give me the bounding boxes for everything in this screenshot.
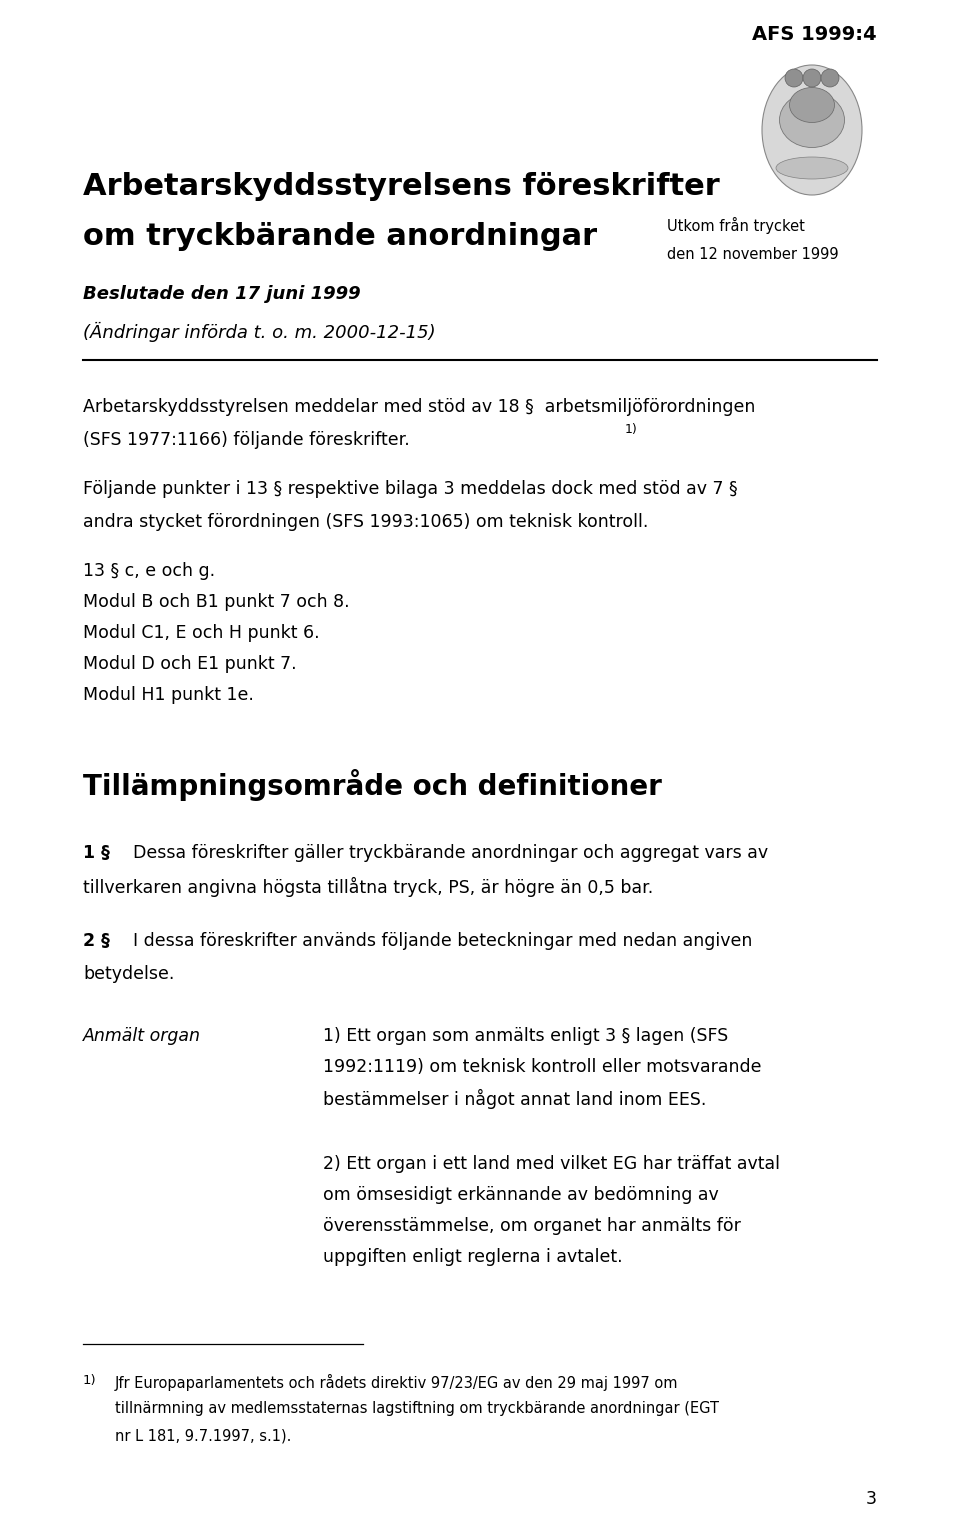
Text: 3: 3	[866, 1490, 877, 1508]
Text: (Ändringar införda t. o. m. 2000-12-15): (Ändringar införda t. o. m. 2000-12-15)	[83, 323, 436, 343]
Text: (SFS 1977:1166) följande föreskrifter.: (SFS 1977:1166) följande föreskrifter.	[83, 432, 410, 449]
Text: Anmält organ: Anmält organ	[83, 1028, 201, 1044]
Text: AFS 1999:4: AFS 1999:4	[753, 25, 877, 45]
Text: Arbetarskyddsstyrelsens föreskrifter: Arbetarskyddsstyrelsens föreskrifter	[83, 172, 720, 201]
Text: tillverkaren angivna högsta tillåtna tryck, PS, är högre än 0,5 bar.: tillverkaren angivna högsta tillåtna try…	[83, 877, 653, 897]
Text: I dessa föreskrifter används följande beteckningar med nedan angiven: I dessa föreskrifter används följande be…	[133, 932, 753, 949]
Text: bestämmelser i något annat land inom EES.: bestämmelser i något annat land inom EES…	[323, 1089, 707, 1109]
Text: 2) Ett organ i ett land med vilket EG har träffat avtal: 2) Ett organ i ett land med vilket EG ha…	[323, 1155, 780, 1174]
Circle shape	[785, 69, 803, 88]
Text: 1 §: 1 §	[83, 843, 109, 862]
Text: andra stycket förordningen (SFS 1993:1065) om teknisk kontroll.: andra stycket förordningen (SFS 1993:106…	[83, 513, 648, 531]
Text: 1): 1)	[625, 422, 637, 436]
Ellipse shape	[776, 157, 848, 180]
Circle shape	[821, 69, 839, 88]
Text: Jfr Europaparlamentets och rådets direktiv 97/23/EG av den 29 maj 1997 om: Jfr Europaparlamentets och rådets direkt…	[115, 1375, 679, 1392]
Text: Utkom från trycket: Utkom från trycket	[667, 217, 804, 233]
Text: 1): 1)	[83, 1375, 97, 1387]
Ellipse shape	[762, 65, 862, 195]
Text: Modul D och E1 punkt 7.: Modul D och E1 punkt 7.	[83, 654, 297, 673]
Text: Dessa föreskrifter gäller tryckbärande anordningar och aggregat vars av: Dessa föreskrifter gäller tryckbärande a…	[133, 843, 768, 862]
Ellipse shape	[789, 88, 834, 123]
Text: den 12 november 1999: den 12 november 1999	[667, 247, 839, 263]
Text: om ömsesidigt erkännande av bedömning av: om ömsesidigt erkännande av bedömning av	[323, 1186, 719, 1204]
Text: tillnärmning av medlemsstaternas lagstiftning om tryckbärande anordningar (EGT: tillnärmning av medlemsstaternas lagstif…	[115, 1401, 719, 1416]
Text: 1992:1119) om teknisk kontroll eller motsvarande: 1992:1119) om teknisk kontroll eller mot…	[323, 1058, 761, 1077]
Circle shape	[803, 69, 821, 88]
Text: Tillämpningsområde och definitioner: Tillämpningsområde och definitioner	[83, 770, 661, 800]
Text: uppgiften enligt reglerna i avtalet.: uppgiften enligt reglerna i avtalet.	[323, 1247, 623, 1266]
Text: om tryckbärande anordningar: om tryckbärande anordningar	[83, 223, 597, 250]
Text: Modul C1, E och H punkt 6.: Modul C1, E och H punkt 6.	[83, 624, 320, 642]
Ellipse shape	[780, 92, 845, 147]
Text: nr L 181, 9.7.1997, s.1).: nr L 181, 9.7.1997, s.1).	[115, 1428, 292, 1442]
Text: 2 §: 2 §	[83, 932, 109, 949]
Text: 1) Ett organ som anmälts enligt 3 § lagen (SFS: 1) Ett organ som anmälts enligt 3 § lage…	[323, 1028, 729, 1044]
Text: Följande punkter i 13 § respektive bilaga 3 meddelas dock med stöd av 7 §: Följande punkter i 13 § respektive bilag…	[83, 481, 737, 498]
Text: Modul H1 punkt 1e.: Modul H1 punkt 1e.	[83, 687, 253, 703]
Text: Beslutade den 17 juni 1999: Beslutade den 17 juni 1999	[83, 286, 361, 303]
Text: 13 § c, e och g.: 13 § c, e och g.	[83, 562, 215, 581]
Text: överensstämmelse, om organet har anmälts för: överensstämmelse, om organet har anmälts…	[323, 1217, 741, 1235]
Text: Arbetarskyddsstyrelsen meddelar med stöd av 18 §  arbetsmiljöförordningen: Arbetarskyddsstyrelsen meddelar med stöd…	[83, 398, 756, 416]
Text: betydelse.: betydelse.	[83, 965, 175, 983]
Text: Modul B och B1 punkt 7 och 8.: Modul B och B1 punkt 7 och 8.	[83, 593, 349, 611]
